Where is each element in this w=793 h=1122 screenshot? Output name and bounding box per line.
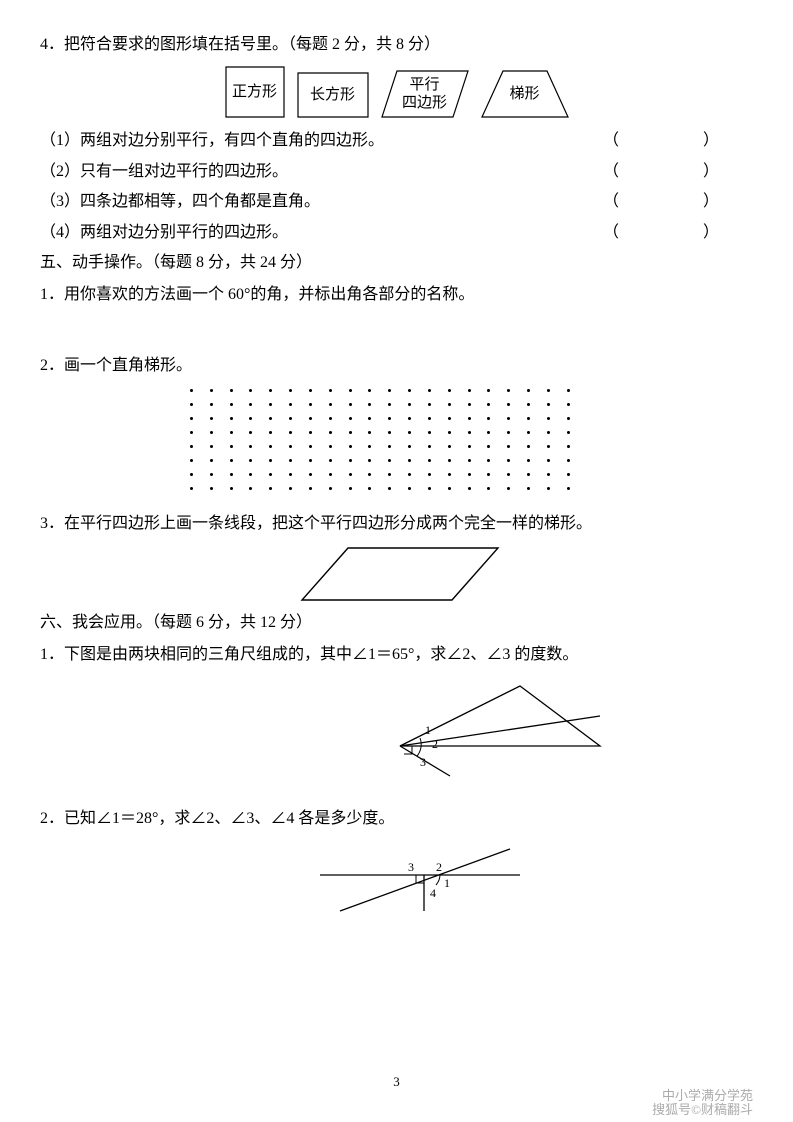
shape-square: 正方形 (225, 66, 285, 118)
rect-label: 长方形 (310, 86, 355, 104)
para-label: 平行 四边形 (402, 76, 447, 112)
triangle-figure: 1 2 3 (370, 676, 610, 786)
q4-title: 4．把符合要求的图形填在括号里。（每题 2 分，共 8 分） (40, 30, 753, 60)
angle-label-1: 1 (425, 723, 431, 737)
blank-space (40, 313, 753, 351)
page-number: 3 (393, 1074, 400, 1090)
trap-label: 梯形 (509, 85, 539, 103)
s5-q2: 2．画一个直角梯形。 (40, 351, 753, 381)
shape-trap: 梯形 (481, 70, 569, 118)
angle2-label-3: 3 (408, 860, 414, 874)
s5-q3: 3．在平行四边形上画一条线段，把这个平行四边形分成两个完全一样的梯形。 (40, 509, 753, 539)
s6-q2: 2．已知∠1＝28°，求∠2、∠3、∠4 各是多少度。 (40, 804, 753, 834)
angle2-label-4: 4 (430, 886, 436, 900)
q4-item-3-text: （3）四条边都相等，四个角都是直角。 (40, 187, 320, 217)
blank: （ ） (573, 187, 753, 217)
s6-q1: 1．下图是由两块相同的三角尺组成的，其中∠1＝65°，求∠2、∠3 的度数。 (40, 640, 753, 670)
angle2-label-1: 1 (444, 876, 450, 890)
q4-item-4: （4）两组对边分别平行的四边形。 （ ） (40, 218, 753, 248)
watermark-2: 搜狐号©财稿翻斗 (652, 1099, 753, 1118)
section5-title: 五、动手操作。（每题 8 分，共 24 分） (40, 248, 753, 278)
parallelogram-figure (300, 546, 500, 602)
section6-title: 六、我会应用。（每题 6 分，共 12 分） (40, 608, 753, 638)
angle2-label-2: 2 (436, 860, 442, 874)
page-content: 4．把符合要求的图形填在括号里。（每题 2 分，共 8 分） 正方形 长方形 平… (0, 0, 793, 967)
angle-label-3: 3 (420, 755, 426, 769)
shape-rect: 长方形 (297, 72, 369, 118)
q4-item-1: （1）两组对边分别平行，有四个直角的四边形。 （ ） (40, 126, 753, 156)
q4-item-3: （3）四条边都相等，四个角都是直角。 （ ） (40, 187, 753, 217)
blank: （ ） (573, 157, 753, 187)
dot-grid (190, 389, 570, 501)
q4-item-1-text: （1）两组对边分别平行，有四个直角的四边形。 (40, 126, 384, 156)
angle-label-2: 2 (432, 737, 438, 751)
q4-item-2-text: （2）只有一组对边平行的四边形。 (40, 157, 288, 187)
blank: （ ） (573, 126, 753, 156)
square-label: 正方形 (232, 83, 277, 101)
shape-para: 平行 四边形 (381, 70, 469, 118)
q4-item-2: （2）只有一组对边平行的四边形。 （ ） (40, 157, 753, 187)
blank: （ ） (573, 218, 753, 248)
shapes-row: 正方形 长方形 平行 四边形 梯形 (40, 66, 753, 118)
angle-figure: 2 3 1 4 (310, 841, 530, 921)
q4-item-4-text: （4）两组对边分别平行的四边形。 (40, 218, 288, 248)
s5-q1: 1．用你喜欢的方法画一个 60°的角，并标出角各部分的名称。 (40, 280, 753, 310)
